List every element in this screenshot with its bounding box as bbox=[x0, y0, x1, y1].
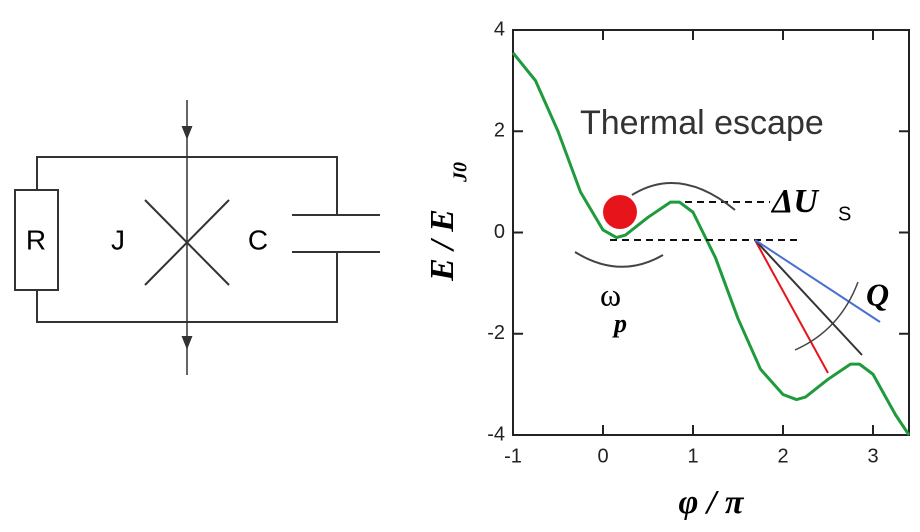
y-tick-label: 0 bbox=[494, 221, 505, 243]
arrow bbox=[183, 337, 191, 347]
annotation: Thermal escape bbox=[580, 104, 824, 142]
y-tick-label: -4 bbox=[487, 423, 505, 445]
circuit bbox=[15, 100, 380, 375]
particle bbox=[603, 195, 637, 229]
annotation: Q bbox=[866, 276, 889, 312]
arrow bbox=[183, 127, 191, 137]
annotation-sub: S bbox=[838, 203, 851, 225]
y-axis-label-sub: J0 bbox=[450, 162, 472, 183]
x-tick-label: 3 bbox=[867, 445, 878, 467]
x-tick-label: -1 bbox=[504, 445, 522, 467]
x-tick-label: 0 bbox=[597, 445, 608, 467]
annotation-sub: p bbox=[612, 309, 627, 338]
y-tick-label: 4 bbox=[494, 18, 505, 40]
x-tick-label: 2 bbox=[777, 445, 788, 467]
x-axis-label: φ / π bbox=[679, 484, 745, 521]
y-axis-label: E / E bbox=[424, 209, 461, 282]
plot-frame bbox=[513, 30, 909, 435]
figure: R J C -1 0 1 2 3 -4 -2 0 2 4 φ / π E / E J0 Thermal e… bbox=[0, 0, 920, 527]
arrow-blue bbox=[755, 240, 880, 322]
circuit-label: R bbox=[26, 224, 46, 255]
y-tick-label: 2 bbox=[494, 120, 505, 142]
x-tick-label: 1 bbox=[687, 445, 698, 467]
annotation: ω bbox=[600, 276, 621, 312]
y-tick-label: -2 bbox=[487, 322, 505, 344]
circuit-label: J bbox=[111, 224, 125, 255]
oscillation-arrow bbox=[575, 252, 663, 267]
circuit-label: C bbox=[248, 224, 268, 255]
annotation: ΔU bbox=[770, 183, 820, 220]
